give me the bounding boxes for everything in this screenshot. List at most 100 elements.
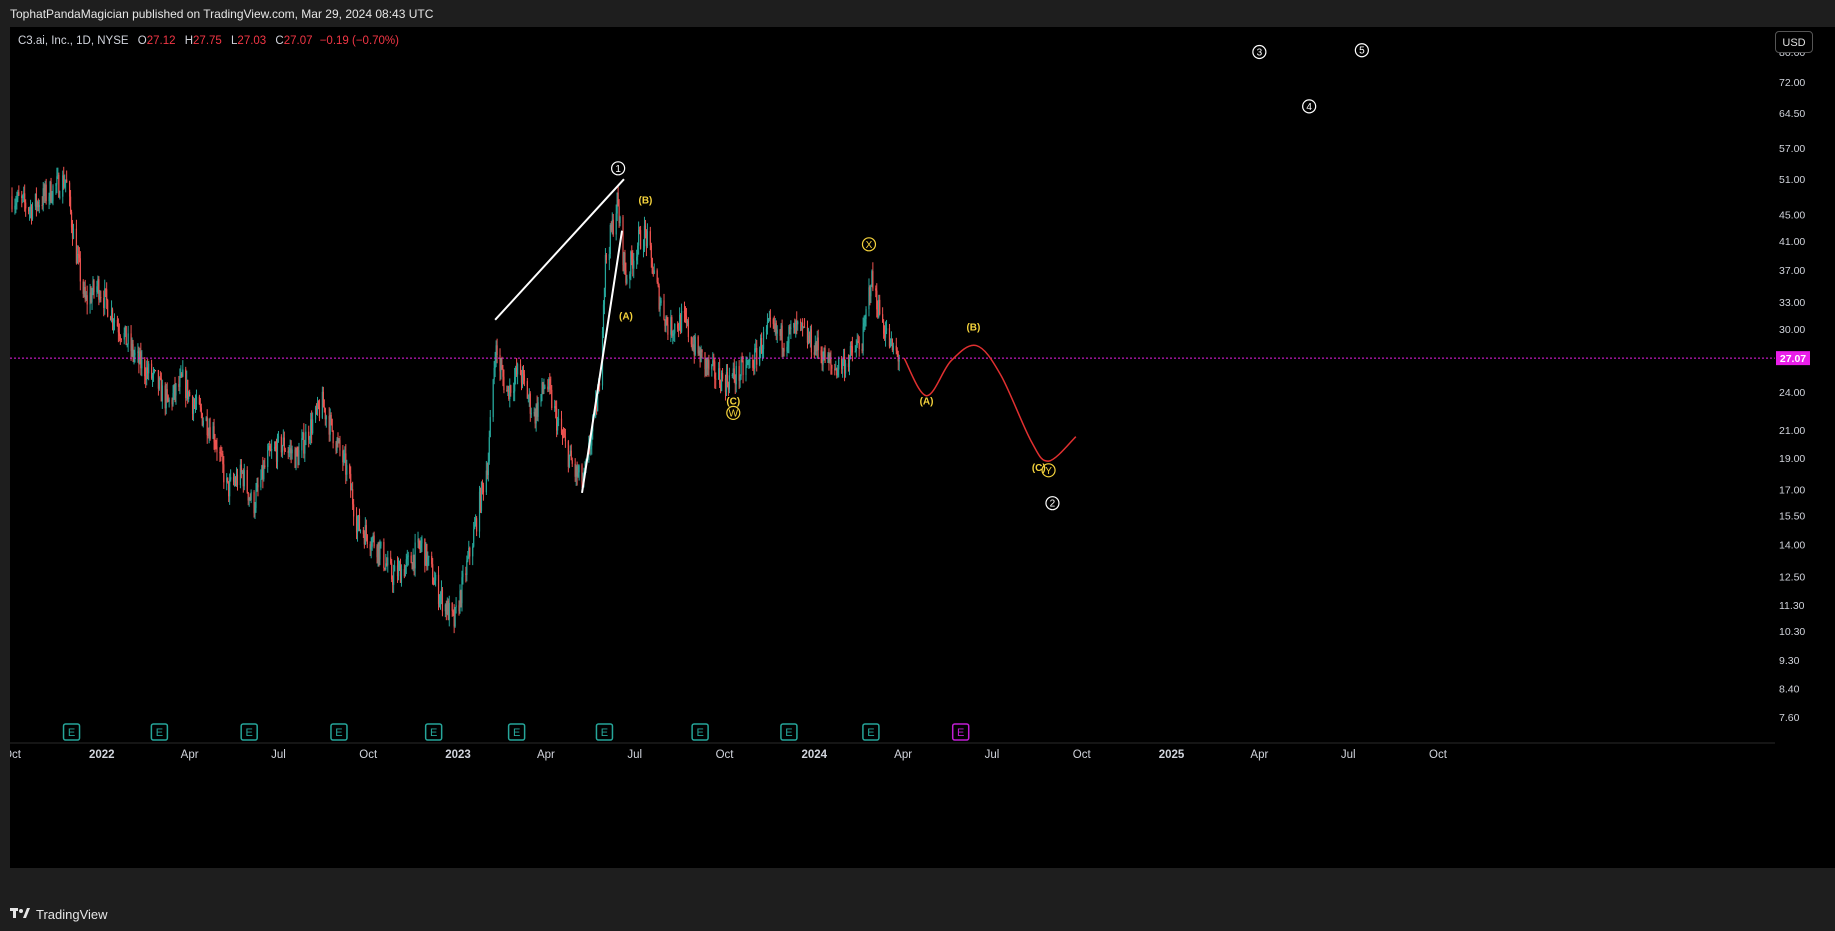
candle-body	[147, 367, 149, 374]
candle-body	[305, 431, 307, 446]
candle	[99, 289, 101, 303]
candle-body	[540, 394, 542, 403]
candle-body	[602, 304, 605, 331]
candle	[817, 329, 819, 360]
candle-body	[556, 408, 558, 431]
candle	[291, 445, 293, 460]
candle-body	[465, 573, 467, 575]
candle-body	[670, 317, 672, 335]
candle	[616, 192, 618, 222]
candle	[639, 225, 642, 250]
tradingview-brand[interactable]: TradingView	[10, 906, 108, 922]
candle	[618, 199, 620, 228]
candle	[875, 285, 877, 298]
candle	[624, 249, 626, 275]
y-tick-label: 21.00	[1779, 425, 1805, 437]
candle-body	[793, 323, 795, 328]
candle	[28, 206, 31, 221]
candle	[617, 185, 619, 207]
candle-body	[879, 299, 881, 315]
candle	[735, 361, 737, 393]
candle	[182, 360, 184, 378]
candle	[836, 367, 838, 379]
candle	[775, 320, 777, 341]
candle	[671, 315, 673, 338]
candle	[774, 318, 776, 336]
candle	[77, 245, 79, 265]
candle-body	[405, 559, 407, 566]
candle-body	[513, 391, 515, 393]
candle-body	[98, 279, 100, 300]
x-tick-label: Jul	[271, 749, 286, 761]
candle-body	[336, 439, 338, 451]
candle-body	[428, 555, 430, 558]
candle-body	[78, 254, 80, 259]
candle	[318, 399, 321, 422]
symbol-legend[interactable]: C3.ai, Inc., 1D, NYSE O27.12 H27.75 L27.…	[18, 35, 399, 47]
candle-body	[48, 196, 50, 202]
candle	[399, 558, 402, 583]
candle-body	[844, 363, 847, 374]
candle-body	[638, 229, 641, 231]
candle-body	[420, 543, 422, 548]
candle-body	[455, 605, 457, 608]
candle-body	[22, 195, 24, 199]
candle-body	[665, 317, 667, 327]
candle	[359, 529, 362, 534]
candle	[475, 516, 478, 537]
candle	[489, 409, 491, 438]
candle-body	[146, 367, 148, 380]
projection-path	[903, 344, 1077, 462]
candle-body	[105, 288, 107, 290]
candle	[704, 352, 706, 378]
candle-body	[93, 280, 95, 293]
candle-body	[541, 382, 543, 395]
candle	[219, 447, 221, 462]
candle-body	[68, 182, 71, 197]
candle	[458, 600, 460, 616]
x-tick-label: 2025	[1159, 749, 1185, 761]
candle-body	[856, 341, 858, 346]
candle-body	[103, 298, 105, 308]
candle-body	[424, 538, 426, 566]
candle	[656, 268, 658, 284]
candle-body	[809, 329, 812, 343]
wave-label-text: 1	[615, 164, 621, 175]
candle	[30, 204, 33, 225]
candle-body	[872, 271, 874, 289]
candle-body	[591, 431, 593, 446]
candle-body	[725, 372, 728, 393]
candle-body	[550, 385, 552, 390]
candle	[496, 338, 498, 364]
candle-body	[705, 359, 707, 370]
candle-body	[185, 369, 187, 398]
candle-body	[645, 230, 648, 247]
candle-body	[187, 379, 189, 400]
candle-body	[875, 288, 877, 291]
candle-body	[603, 287, 606, 305]
candle-body	[338, 439, 340, 441]
candle	[843, 348, 846, 382]
candle-body	[883, 322, 885, 334]
candle-body	[288, 450, 290, 453]
candle-body	[335, 443, 337, 451]
candle	[342, 445, 344, 472]
candle-body	[762, 331, 765, 350]
candle	[748, 358, 750, 369]
candle-body	[787, 343, 789, 347]
candle-body	[434, 580, 436, 585]
candle-body	[891, 338, 893, 351]
currency-button[interactable]: USD	[1775, 31, 1813, 53]
candle	[801, 322, 803, 331]
candle	[49, 180, 51, 205]
candle-body	[487, 461, 489, 476]
wave-label-text: X	[866, 240, 873, 251]
candle	[734, 374, 736, 395]
candle-body	[612, 219, 614, 235]
price-axis[interactable]: 80.0072.0064.5057.0051.0045.0041.0037.00…	[1775, 27, 1835, 868]
candle-body	[604, 254, 607, 288]
candle-body	[77, 253, 79, 255]
candle	[813, 345, 815, 358]
candle	[793, 322, 795, 334]
